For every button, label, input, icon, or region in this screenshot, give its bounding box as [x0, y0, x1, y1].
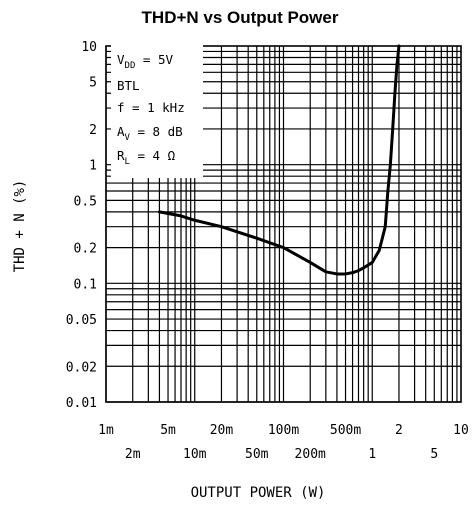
y-tick-label: 0.02 — [66, 360, 97, 375]
test-conditions-box: VDD = 5V BTL f = 1 kHz AV = 8 dB RL = 4 … — [111, 44, 203, 178]
y-tick-label: 0.05 — [66, 313, 97, 328]
x-tick-label: 200m — [295, 447, 326, 462]
x-tick-label: 500m — [330, 423, 361, 438]
y-tick-label: 1 — [89, 159, 97, 174]
plot-frame — [105, 45, 462, 403]
plot-border — [105, 45, 462, 403]
x-tick-label: 100m — [268, 423, 299, 438]
condition-load: RL = 4 Ω — [117, 148, 176, 167]
x-axis-label: OUTPUT POWER (W) — [191, 485, 326, 501]
y-tick-label: 0.2 — [74, 242, 97, 257]
x-tick-label: 10m — [183, 447, 207, 462]
y-axis-label: THD + N (%) — [12, 180, 28, 273]
x-tick-label: 1 — [368, 447, 376, 462]
y-tick-label: 10 — [81, 40, 97, 55]
condition-gain: AV = 8 dB — [117, 124, 183, 143]
y-tick-label: 0.1 — [74, 277, 97, 292]
y-tick-label: 2 — [89, 123, 97, 138]
x-tick-label: 10 — [453, 423, 469, 438]
series-line — [157, 44, 401, 276]
condition-vdd: VDD = 5V — [117, 52, 173, 71]
x-tick-label: 50m — [245, 447, 269, 462]
x-tick-label: 1m — [98, 423, 114, 438]
test-conditions-background — [111, 44, 203, 178]
x-tick-label: 5m — [160, 423, 176, 438]
chart-title: THD+N vs Output Power — [142, 8, 339, 27]
x-tick-label: 2 — [395, 423, 403, 438]
y-tick-label: 5 — [89, 76, 97, 91]
series-layer — [157, 44, 401, 276]
x-tick-label: 2m — [125, 447, 141, 462]
y-tick-label: 0.01 — [66, 396, 97, 411]
x-tick-label: 20m — [210, 423, 234, 438]
y-tick-label: 0.5 — [74, 194, 97, 209]
condition-mode: BTL — [117, 78, 140, 93]
x-tick-label: 5 — [430, 447, 438, 462]
condition-frequency: f = 1 kHz — [117, 100, 185, 115]
